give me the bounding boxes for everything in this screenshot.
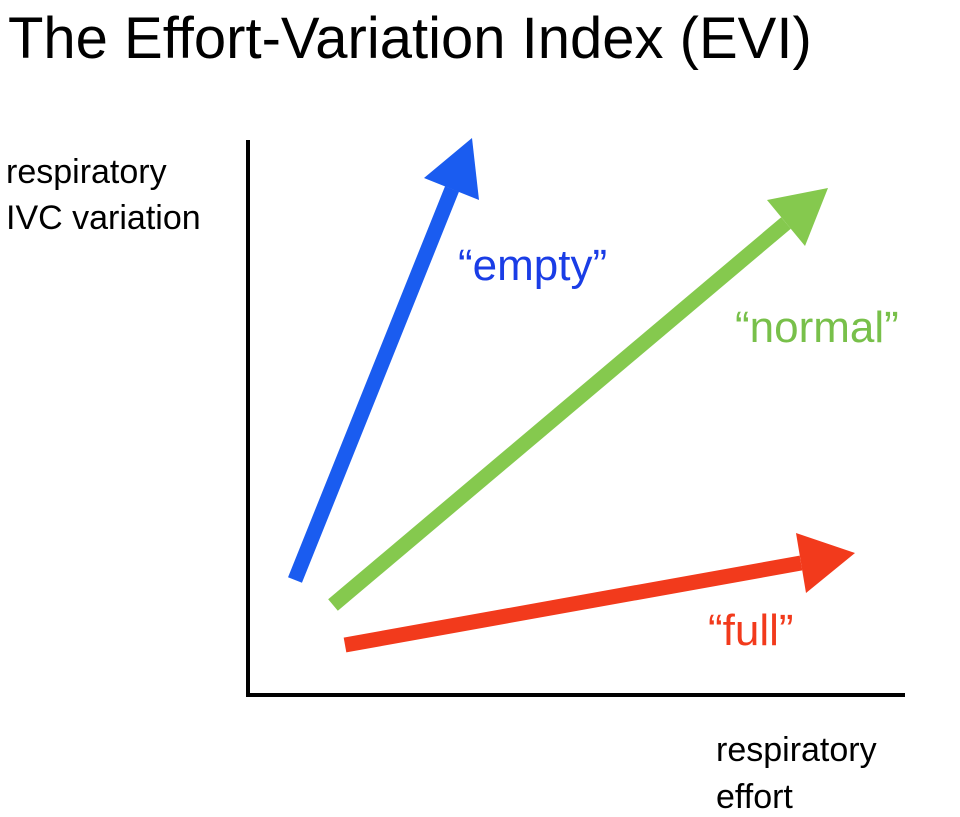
arrow-shaft <box>288 186 459 583</box>
x-axis-label: respiratory <box>716 731 877 769</box>
arrow-label: “empty” <box>458 241 607 290</box>
arrow-normal <box>328 188 828 611</box>
x-axis-label: effort <box>716 778 793 816</box>
arrow-head <box>424 138 479 200</box>
arrow-label: “full” <box>708 606 794 655</box>
arrow-shaft <box>343 555 803 653</box>
arrow-label: “normal” <box>735 303 899 352</box>
arrow-full <box>343 533 855 653</box>
arrow-head <box>796 533 855 593</box>
arrow-shaft <box>328 217 791 611</box>
y-axis-label: respiratory <box>6 153 167 191</box>
title: The Effort-Variation Index (EVI) <box>8 6 812 71</box>
arrow-head <box>767 188 828 246</box>
arrow-empty <box>288 138 479 583</box>
y-axis-label: IVC variation <box>6 199 201 237</box>
